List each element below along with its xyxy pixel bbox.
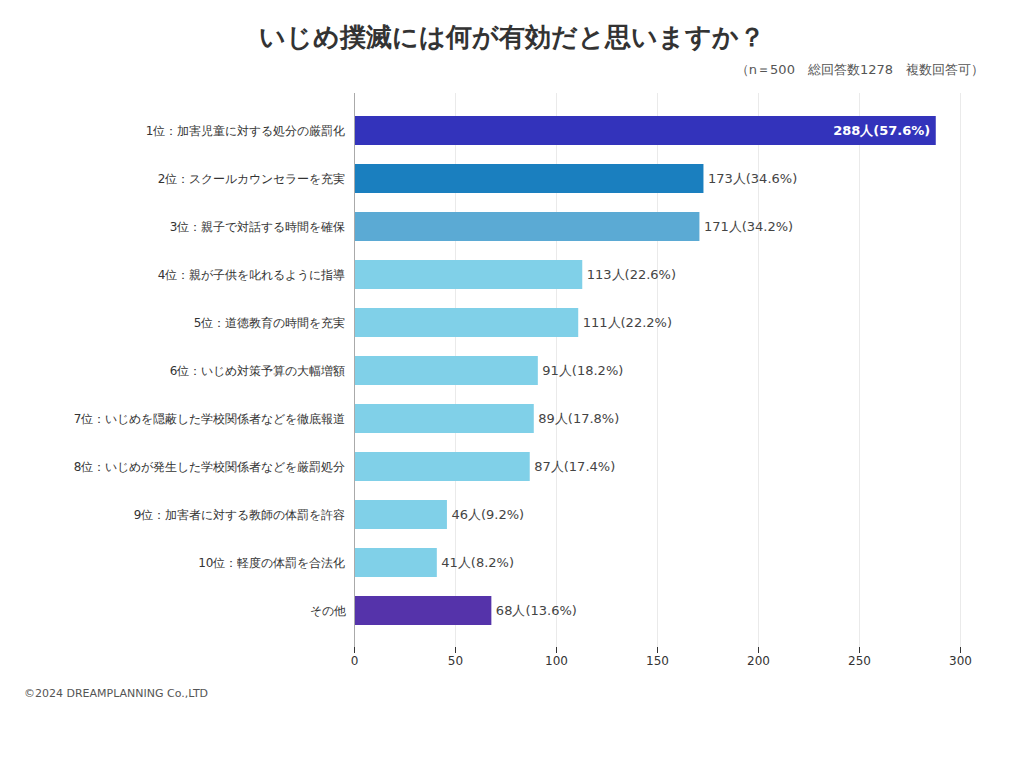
svg-text:5位：道徳教育の時間を充実: 5位：道徳教育の時間を充実 — [194, 316, 346, 330]
svg-text:50: 50 — [448, 654, 463, 668]
svg-text:その他: その他 — [310, 604, 346, 618]
svg-text:0: 0 — [351, 654, 359, 668]
html-text:©2024 DREAMPLANNING Co.,LTD: ©2024 DREAMPLANNING Co.,LTD — [24, 687, 209, 700]
svg-text:250: 250 — [848, 654, 871, 668]
svg-text:2位：スクールカウンセラーを充実: 2位：スクールカウンセラーを充実 — [158, 172, 346, 186]
svg-text:300: 300 — [949, 654, 972, 668]
svg-text:111人(22.2%): 111人(22.2%) — [583, 315, 672, 330]
svg-text:3位：親子で対話する時間を確保: 3位：親子で対話する時間を確保 — [170, 220, 346, 234]
svg-text:100: 100 — [545, 654, 568, 668]
svg-text:150: 150 — [646, 654, 669, 668]
svg-text:46人(9.2%): 46人(9.2%) — [451, 507, 524, 522]
svg-text:87人(17.4%): 87人(17.4%) — [534, 459, 615, 474]
svg-text:8位：いじめが発生した学校関係者などを厳罰処分: 8位：いじめが発生した学校関係者などを厳罰処分 — [74, 460, 346, 474]
svg-text:41人(8.2%): 41人(8.2%) — [441, 555, 514, 570]
svg-text:1位：加害児童に対する処分の厳罰化: 1位：加害児童に対する処分の厳罰化 — [146, 124, 346, 138]
svg-text:91人(18.2%): 91人(18.2%) — [542, 363, 623, 378]
svg-text:9位：加害者に対する教師の体罰を許容: 9位：加害者に対する教師の体罰を許容 — [134, 508, 346, 522]
svg-text:173人(34.6%): 173人(34.6%) — [708, 171, 797, 186]
svg-text:10位：軽度の体罰を合法化: 10位：軽度の体罰を合法化 — [198, 556, 345, 570]
svg-text:6位：いじめ対策予算の大幅増額: 6位：いじめ対策予算の大幅増額 — [170, 364, 346, 378]
svg-text:4位：親が子供を叱れるように指導: 4位：親が子供を叱れるように指導 — [158, 268, 346, 282]
svg-text:7位：いじめを隠蔽した学校関係者などを徹底報道: 7位：いじめを隠蔽した学校関係者などを徹底報道 — [74, 412, 346, 426]
svg-text:200: 200 — [747, 654, 770, 668]
html-text:（n＝500 総回答数1278 複数回答可）: （n＝500 総回答数1278 複数回答可） — [735, 62, 984, 77]
svg-text:171人(34.2%): 171人(34.2%) — [704, 219, 793, 234]
svg-text:89人(17.8%): 89人(17.8%) — [538, 411, 619, 426]
html-text:いじめ撲滅には何が有効だと思いますか？: いじめ撲滅には何が有効だと思いますか？ — [259, 22, 765, 52]
svg-text:288人(57.6%): 288人(57.6%) — [833, 123, 930, 138]
svg-text:113人(22.6%): 113人(22.6%) — [587, 267, 676, 282]
svg-text:68人(13.6%): 68人(13.6%) — [496, 603, 577, 618]
